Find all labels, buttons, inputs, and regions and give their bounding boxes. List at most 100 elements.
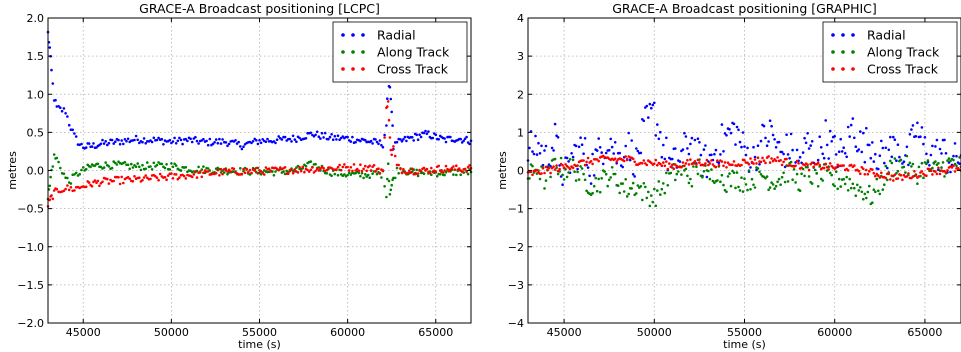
data-point [720,160,724,163]
data-point [756,156,760,159]
data-point [862,167,865,171]
y-tick-label: 4 [517,12,524,25]
data-point [639,151,643,155]
data-point [402,138,405,141]
data-point [607,148,611,152]
data-point [325,172,329,175]
data-point [702,170,706,173]
data-point [375,140,379,144]
data-point [219,171,223,174]
data-point [428,171,432,175]
data-point [535,153,539,156]
data-point [122,142,125,146]
data-point [651,200,655,204]
data-point [418,133,421,136]
data-point [746,188,749,192]
data-point [538,152,542,155]
data-point [375,172,379,176]
data-point [834,153,838,156]
data-point [399,138,402,141]
data-point [837,177,841,181]
data-point [707,169,710,173]
data-point [390,183,394,187]
data-point [247,170,250,174]
data-point [73,173,76,176]
data-point [825,165,829,169]
data-point [922,176,925,180]
data-point [573,170,576,173]
data-point [767,188,770,192]
data-point [555,166,558,170]
data-point [868,143,871,147]
data-point [798,189,802,192]
data-point [82,166,85,169]
data-point [759,139,763,143]
data-point [696,158,700,162]
data-point [259,141,263,145]
data-point [636,149,640,153]
data-point [66,184,69,187]
data-point [816,161,820,165]
data-point [893,157,897,160]
data-point [274,141,277,145]
data-point [618,191,621,195]
data-point [117,176,120,179]
data-point [710,153,713,157]
data-point [887,172,891,176]
data-point [610,166,614,169]
legend: Radial Along Track Cross Track [822,21,958,83]
data-point [319,137,322,140]
data-point [859,130,862,133]
data-point [952,158,955,162]
data-point [466,165,470,169]
data-point [134,165,138,168]
data-point [871,201,874,204]
data-point [552,149,555,152]
data-point [544,179,548,182]
data-point [369,169,373,172]
data-point [600,177,603,180]
data-point [920,126,924,129]
data-point [929,153,933,157]
data-point [710,159,713,162]
data-point [226,144,229,148]
legend-marker [351,33,355,37]
data-point [57,160,60,164]
data-point [176,177,180,181]
x-tick-label: 55000 [727,326,762,339]
data-point [598,146,602,149]
data-point [48,46,52,49]
data-point [425,132,429,135]
data-point [152,161,156,165]
data-point [131,180,135,183]
data-point [723,161,727,164]
data-point [141,140,144,144]
data-point [589,182,593,185]
data-point [944,152,948,155]
data-point [258,139,261,142]
data-point [806,165,809,169]
data-point [949,170,952,174]
data-point [544,165,548,169]
data-point [208,137,212,141]
data-point [293,138,297,141]
data-point [854,194,858,197]
data-point [713,152,716,156]
data-point [540,144,543,148]
data-point [592,184,596,188]
data-point [859,186,862,189]
data-point [780,150,784,154]
data-point [771,183,775,186]
data-point [810,161,814,164]
data-point [609,137,612,141]
legend-marker [831,50,835,54]
data-point [795,159,799,163]
data-point [659,162,662,166]
data-point [351,169,354,173]
data-point [818,163,821,167]
data-point [653,101,656,105]
data-point [680,165,683,169]
data-point [848,135,851,138]
data-point [74,171,78,175]
data-point [717,161,721,164]
